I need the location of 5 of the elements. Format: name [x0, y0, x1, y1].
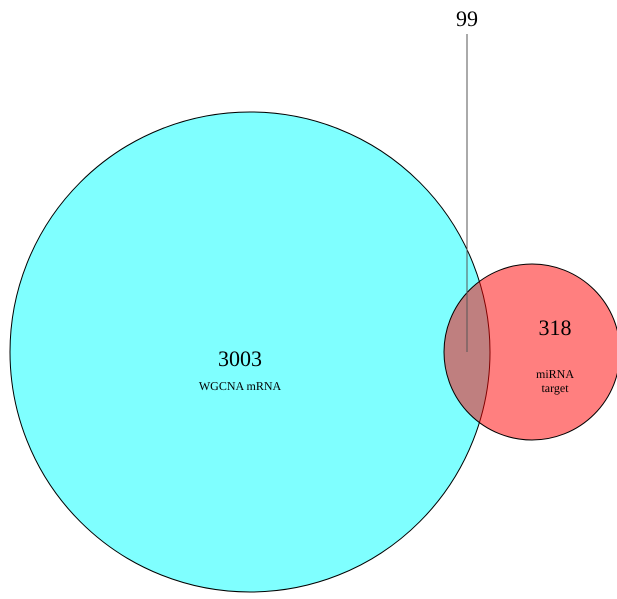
- category-label: miRNA target: [536, 367, 574, 395]
- category-label: WGCNA mRNA: [198, 379, 282, 393]
- data-label: 3003: [218, 346, 262, 371]
- data-label: 318: [538, 315, 572, 340]
- text: 99: [456, 6, 478, 31]
